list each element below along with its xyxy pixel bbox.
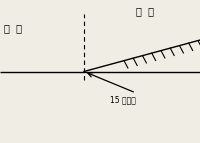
- Text: 民  地: 民 地: [136, 6, 154, 16]
- Text: 15 度以内: 15 度以内: [110, 96, 136, 105]
- Text: 民  地: 民 地: [4, 24, 22, 34]
